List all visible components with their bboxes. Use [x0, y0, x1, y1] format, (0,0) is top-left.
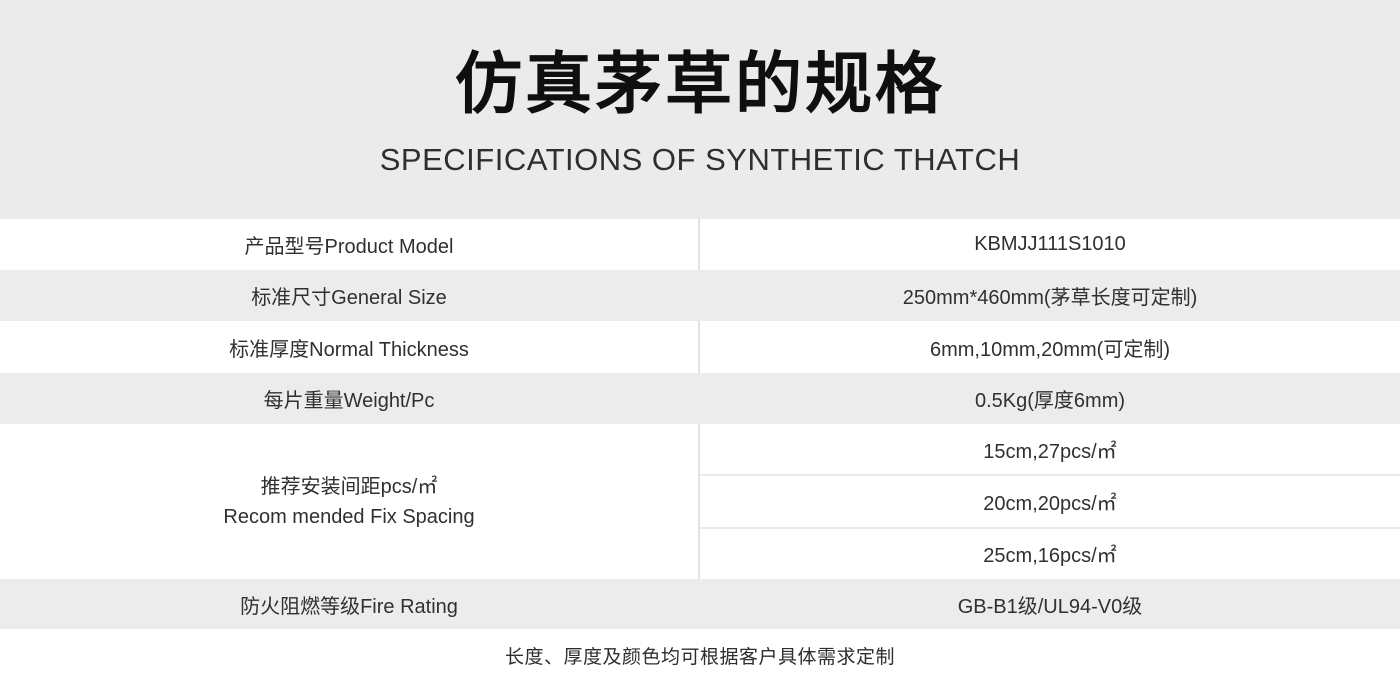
row-label: 推荐安装间距pcs/㎡ Recom mended Fix Spacing — [0, 424, 700, 579]
row-value: GB-B1级/UL94-V0级 — [957, 595, 1143, 618]
page-subtitle: SPECIFICATIONS OF SYNTHETIC THATCH — [379, 141, 1021, 177]
spacing-values: 15cm,27pcs/㎡ 20cm,20pcs/㎡ 25cm,16pcs/㎡ — [700, 424, 1400, 579]
page-title: 仿真茅草的规格 — [455, 46, 945, 122]
spacing-value-1: 15cm,27pcs/㎡ — [983, 440, 1117, 463]
spacing-value-3: 25cm,16pcs/㎡ — [700, 526, 1400, 579]
table-row-general-size: 标准尺寸General Size 250mm*460mm(茅草长度可定制) — [0, 270, 1400, 321]
row-value: 6mm,10mm,20mm(可定制) — [929, 338, 1170, 361]
row-label: 标准厚度Normal Thickness — [0, 321, 700, 373]
table-row-fix-spacing: 推荐安装间距pcs/㎡ Recom mended Fix Spacing 15c… — [0, 424, 1400, 579]
spec-table: 产品型号Product Model KBMJJ111S1010 标准尺寸Gene… — [0, 219, 1400, 629]
row-label-line1: 推荐安装间距pcs/㎡ — [260, 475, 438, 498]
table-row-weight: 每片重量Weight/Pc 0.5Kg(厚度6mm) — [0, 373, 1400, 424]
row-label: 每片重量Weight/Pc — [263, 390, 435, 412]
row-label: 标准尺寸General Size — [251, 287, 447, 309]
row-label: 防火阻燃等级Fire Rating — [240, 595, 458, 618]
row-label: 产品型号Product Model — [0, 219, 700, 270]
row-value: 250mm*460mm(茅草长度可定制) — [902, 287, 1198, 309]
header: 仿真茅草的规格 SPECIFICATIONS OF SYNTHETIC THAT… — [0, 0, 1400, 219]
table-row-product-model: 产品型号Product Model KBMJJ111S1010 — [0, 219, 1400, 270]
footer: 长度、厚度及颜色均可根据客户具体需求定制 — [0, 629, 1400, 682]
table-row-thickness: 标准厚度Normal Thickness 6mm,10mm,20mm(可定制) — [0, 321, 1400, 373]
spacing-value-2: 20cm,20pcs/㎡ — [700, 474, 1400, 526]
row-value: 0.5Kg(厚度6mm) — [974, 390, 1126, 412]
footer-note: 长度、厚度及颜色均可根据客户具体需求定制 — [504, 647, 895, 668]
row-value: KBMJJ111S1010 — [974, 233, 1126, 255]
table-row-fire-rating: 防火阻燃等级Fire Rating GB-B1级/UL94-V0级 — [0, 579, 1400, 629]
row-label-line2: Recom mended Fix Spacing — [223, 505, 475, 528]
